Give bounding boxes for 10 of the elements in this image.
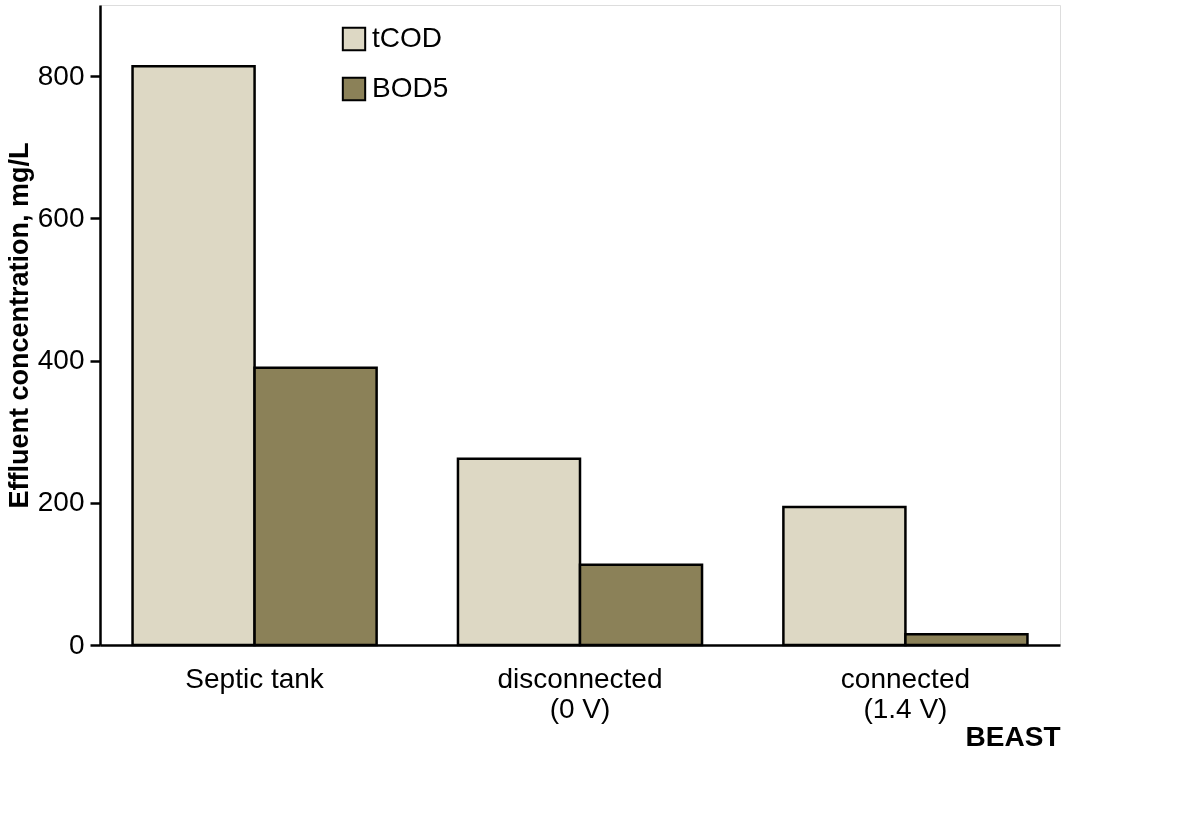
- legend-label: tCOD: [372, 22, 442, 53]
- y-axis-title: Effluent concentration, mg/L: [3, 142, 34, 509]
- y-tick-label: 400: [37, 344, 85, 376]
- y-tick-label: 600: [37, 201, 85, 233]
- y-tick-label: 800: [37, 59, 85, 91]
- y-tick-label: 200: [37, 486, 85, 518]
- x-tick-label: Septic tank: [185, 662, 325, 694]
- legend-label: BOD5: [372, 72, 449, 103]
- y-tick-label: 0: [68, 628, 85, 660]
- x-tick-label: disconnected (0 V): [497, 662, 663, 724]
